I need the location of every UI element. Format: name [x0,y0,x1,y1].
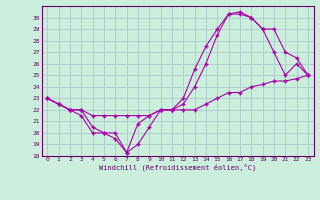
X-axis label: Windchill (Refroidissement éolien,°C): Windchill (Refroidissement éolien,°C) [99,164,256,171]
